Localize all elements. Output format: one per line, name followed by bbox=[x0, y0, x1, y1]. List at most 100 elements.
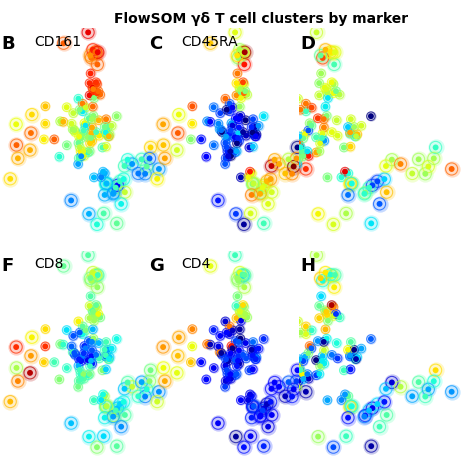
Point bbox=[121, 188, 128, 196]
Point bbox=[82, 345, 89, 352]
Point bbox=[100, 432, 108, 440]
Point bbox=[221, 318, 229, 325]
Point bbox=[234, 292, 241, 300]
Point bbox=[86, 147, 93, 155]
Point bbox=[328, 128, 336, 136]
Point bbox=[345, 392, 352, 400]
Point bbox=[164, 175, 172, 182]
Point bbox=[91, 94, 98, 102]
Point bbox=[315, 91, 323, 99]
Point bbox=[101, 346, 109, 354]
Point bbox=[304, 147, 311, 155]
Point bbox=[365, 407, 373, 414]
Point bbox=[101, 392, 109, 400]
Point bbox=[79, 330, 86, 338]
Point bbox=[233, 370, 240, 378]
Point bbox=[173, 369, 181, 377]
Point bbox=[218, 349, 225, 357]
Point bbox=[294, 366, 301, 374]
Point bbox=[79, 108, 86, 115]
Point bbox=[86, 302, 93, 310]
Point bbox=[102, 402, 110, 410]
Point bbox=[259, 118, 267, 125]
Point bbox=[294, 139, 302, 146]
Point bbox=[175, 111, 182, 118]
Point bbox=[382, 385, 390, 392]
Point bbox=[306, 119, 313, 127]
Point bbox=[138, 155, 146, 163]
Point bbox=[300, 135, 307, 142]
Point bbox=[328, 272, 336, 280]
Point bbox=[89, 269, 97, 276]
Point bbox=[146, 377, 154, 385]
Point bbox=[143, 385, 151, 393]
Point bbox=[179, 377, 186, 385]
Point bbox=[105, 133, 112, 140]
Point bbox=[234, 357, 242, 365]
Point bbox=[74, 160, 82, 168]
Point bbox=[381, 398, 388, 406]
Point bbox=[77, 147, 84, 155]
Point bbox=[146, 155, 154, 162]
Point bbox=[285, 378, 292, 386]
Point bbox=[260, 219, 267, 227]
Point bbox=[55, 375, 63, 383]
Point bbox=[102, 365, 109, 373]
Point bbox=[225, 130, 233, 138]
Point bbox=[147, 144, 155, 151]
Point bbox=[226, 100, 233, 108]
Point bbox=[295, 356, 303, 363]
Point bbox=[268, 385, 275, 392]
Point bbox=[174, 129, 182, 137]
Point bbox=[302, 330, 310, 338]
Point bbox=[160, 141, 167, 149]
Point bbox=[110, 189, 118, 197]
Point bbox=[234, 292, 241, 300]
Point bbox=[70, 109, 77, 117]
Point bbox=[312, 356, 320, 364]
Point bbox=[294, 139, 302, 146]
Point bbox=[336, 91, 343, 99]
Point bbox=[89, 84, 96, 91]
Point bbox=[85, 337, 92, 345]
Point bbox=[320, 338, 328, 346]
Point bbox=[7, 398, 14, 405]
Point bbox=[207, 262, 214, 270]
Point bbox=[147, 366, 155, 374]
Point bbox=[320, 137, 328, 145]
Point bbox=[68, 343, 75, 350]
Point bbox=[249, 116, 257, 123]
Point bbox=[40, 136, 48, 143]
Point bbox=[116, 400, 124, 408]
Point bbox=[221, 95, 229, 102]
Point bbox=[106, 130, 113, 138]
Point bbox=[302, 388, 310, 395]
Point bbox=[92, 79, 100, 86]
Point bbox=[323, 311, 331, 319]
Point bbox=[383, 188, 391, 196]
Point bbox=[100, 432, 108, 440]
Point bbox=[347, 402, 355, 410]
Point bbox=[231, 251, 239, 259]
Point bbox=[298, 147, 306, 155]
Point bbox=[344, 191, 352, 199]
Point bbox=[383, 188, 391, 196]
Point bbox=[351, 133, 359, 140]
Point bbox=[233, 370, 240, 378]
Point bbox=[322, 326, 329, 333]
Point bbox=[249, 402, 257, 410]
Point bbox=[160, 364, 167, 372]
Point bbox=[294, 383, 301, 391]
Point bbox=[315, 302, 323, 310]
Point bbox=[89, 326, 97, 333]
Point bbox=[102, 116, 110, 123]
Point bbox=[203, 118, 211, 125]
Point bbox=[288, 393, 296, 401]
Point bbox=[242, 355, 250, 362]
Point bbox=[226, 108, 233, 115]
Point bbox=[93, 90, 101, 97]
Point bbox=[341, 168, 349, 175]
Point bbox=[280, 419, 288, 427]
Point bbox=[161, 155, 169, 162]
Point bbox=[432, 144, 439, 151]
